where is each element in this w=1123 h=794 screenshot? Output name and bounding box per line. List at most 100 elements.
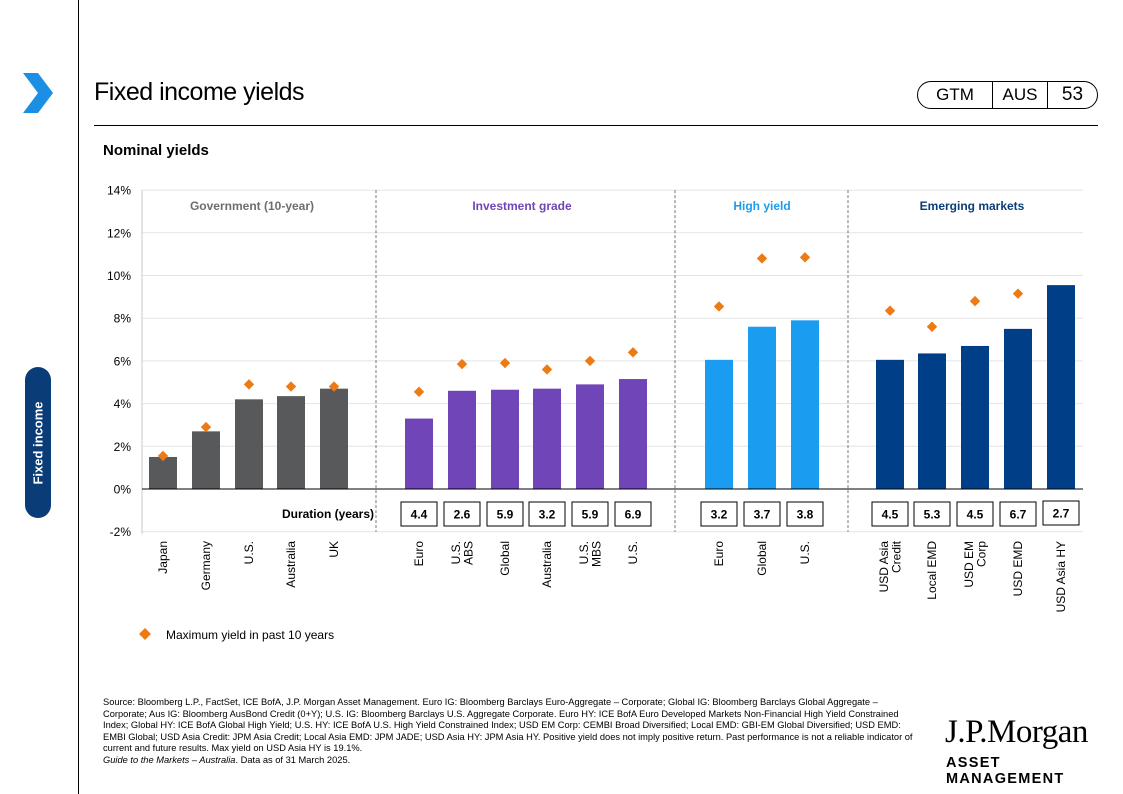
duration-value: 6.7 — [1010, 508, 1027, 522]
duration-value: 5.3 — [924, 508, 941, 522]
page-title: Fixed income yields — [94, 78, 305, 106]
badge-gtm: GTM — [918, 82, 993, 108]
duration-box — [913, 501, 951, 527]
chevron-right-icon — [23, 73, 53, 113]
section-tab-fixed-income[interactable]: Fixed income — [25, 367, 51, 518]
max-yield-marker — [285, 381, 297, 392]
bar — [491, 389, 519, 489]
bar — [876, 359, 904, 489]
max-yield-marker — [200, 421, 212, 433]
max-yield-marker — [1012, 288, 1024, 299]
max-yield-marker — [756, 253, 768, 264]
category-label: Germany — [199, 541, 213, 590]
duration-box — [614, 501, 652, 527]
y-tick-label: 4% — [114, 397, 132, 411]
category-label: U.S. — [577, 541, 591, 564]
source-note: Source: Bloomberg L.P., FactSet, ICE Bof… — [103, 697, 913, 767]
max-yield-marker — [541, 364, 553, 375]
duration-box — [400, 501, 438, 527]
max-yield-marker — [243, 379, 255, 390]
max-yield-marker — [884, 305, 896, 316]
asset-management-logo: ASSET MANAGEMENT — [946, 755, 1065, 787]
y-tick-label: 2% — [114, 440, 132, 454]
max-yield-marker — [926, 321, 938, 332]
duration-box — [528, 501, 566, 527]
category-label: Australia — [540, 541, 554, 588]
category-label: Australia — [284, 541, 298, 588]
legend-label: Maximum yield in past 10 years — [166, 628, 335, 642]
max-yield-marker — [627, 347, 639, 358]
y-tick-label: 0% — [114, 483, 132, 497]
y-tick-label: 6% — [114, 354, 132, 368]
bar — [448, 390, 476, 489]
duration-box — [999, 501, 1037, 527]
duration-value: 3.2 — [711, 508, 728, 522]
category-label: Local EMD — [925, 541, 939, 600]
category-label: Global — [755, 541, 769, 576]
bar — [918, 353, 946, 489]
category-label: Corp — [974, 541, 988, 567]
data-date: . Data as of 31 March 2025. — [235, 754, 351, 765]
bar — [320, 388, 348, 489]
bar — [961, 345, 989, 489]
max-yield-marker — [157, 450, 169, 462]
category-label: Euro — [712, 541, 726, 567]
category-label: Euro — [412, 541, 426, 567]
duration-box — [871, 501, 909, 527]
source-text: Source: Bloomberg L.P., FactSet, ICE Bof… — [103, 697, 913, 754]
bar — [705, 359, 733, 489]
max-yield-marker — [713, 301, 725, 312]
duration-value: 3.7 — [754, 508, 771, 522]
duration-box — [786, 501, 824, 527]
left-divider-line — [78, 0, 79, 794]
category-label: U.S. — [626, 541, 640, 564]
max-yield-marker — [328, 381, 340, 392]
group-header: Emerging markets — [920, 199, 1025, 213]
category-label: U.S. — [242, 541, 256, 564]
y-tick-label: 14% — [107, 184, 131, 198]
category-label: Japan — [156, 541, 170, 574]
max-yield-marker — [799, 252, 811, 263]
bar — [533, 388, 561, 489]
bar — [1047, 285, 1075, 489]
category-label: Credit — [889, 540, 903, 573]
category-label: USD Asia HY — [1054, 541, 1068, 612]
group-header: Investment grade — [472, 199, 572, 213]
duration-box — [956, 501, 994, 527]
bar — [1004, 328, 1032, 489]
category-label: MBS — [589, 541, 603, 567]
duration-label: Duration (years) — [282, 507, 374, 521]
duration-value: 4.5 — [967, 508, 984, 522]
max-yield-marker — [413, 386, 425, 398]
category-label: USD EMD — [1011, 541, 1025, 597]
guide-title: Guide to the Markets – Australia — [103, 754, 236, 765]
bar — [149, 456, 177, 489]
duration-value: 5.9 — [582, 508, 599, 522]
duration-value: 3.8 — [797, 508, 814, 522]
title-underline — [94, 125, 1098, 126]
bar — [791, 320, 819, 489]
duration-value: 2.6 — [454, 508, 471, 522]
category-label: USD EM — [962, 541, 976, 588]
bar — [576, 384, 604, 489]
max-yield-marker — [456, 358, 468, 370]
duration-box — [1042, 500, 1080, 526]
duration-value: 4.4 — [411, 508, 428, 522]
duration-box — [700, 501, 738, 527]
max-yield-marker — [969, 295, 981, 307]
jpmorgan-logo: J.P.Morgan — [945, 714, 1088, 750]
group-header: Government (10-year) — [190, 199, 314, 213]
y-tick-label: 10% — [107, 269, 131, 283]
max-yield-marker — [499, 357, 511, 369]
category-label: UK — [327, 541, 341, 558]
duration-value: 4.5 — [882, 508, 899, 522]
duration-value: 3.2 — [539, 508, 556, 522]
page-badge: GTM AUS 53 — [917, 81, 1098, 109]
duration-box — [486, 501, 524, 527]
category-label: U.S. — [798, 541, 812, 564]
duration-value: 5.9 — [497, 508, 514, 522]
badge-region: AUS — [993, 82, 1048, 108]
max-yield-marker — [584, 355, 596, 367]
category-label: USD Asia — [877, 541, 891, 593]
